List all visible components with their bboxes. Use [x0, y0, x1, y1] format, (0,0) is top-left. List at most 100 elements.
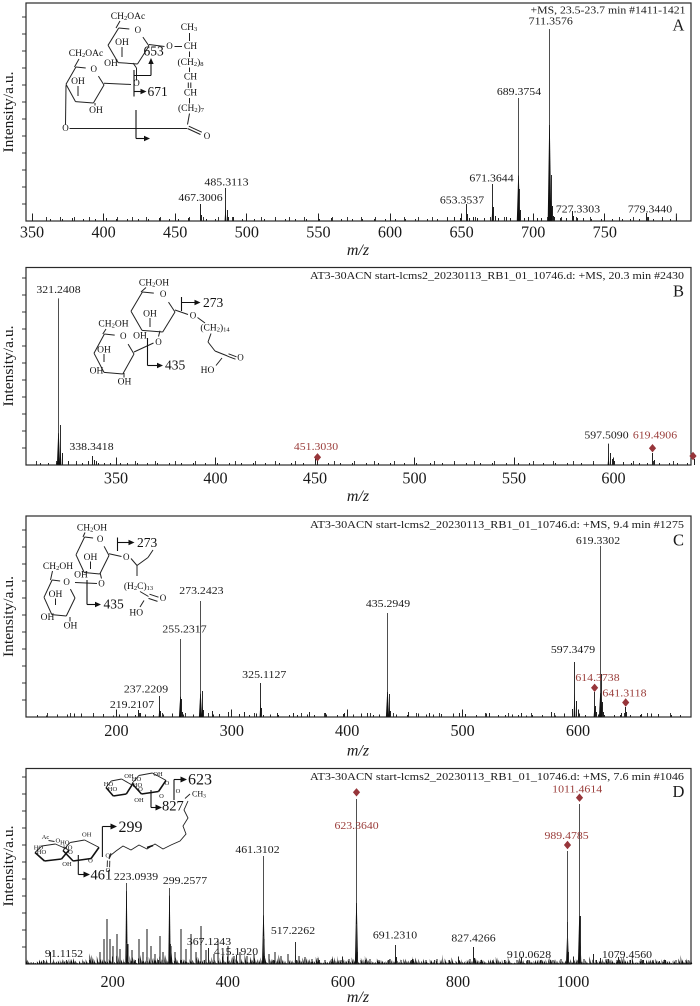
svg-text:827: 827 [162, 799, 184, 815]
svg-text:O: O [88, 858, 93, 865]
svg-text:321.2408: 321.2408 [36, 284, 81, 296]
svg-text:550: 550 [306, 223, 330, 242]
svg-text:400: 400 [203, 469, 227, 488]
svg-text:415.1920: 415.1920 [214, 946, 259, 958]
svg-text:O: O [55, 838, 60, 845]
svg-text:AT3-30ACN start-lcms2_20230113: AT3-30ACN start-lcms2_20230113_RB1_01_10… [310, 270, 685, 282]
svg-text:461.3102: 461.3102 [235, 844, 279, 856]
svg-text:O: O [123, 552, 130, 562]
svg-text:CH2OH: CH2OH [43, 562, 73, 572]
svg-text:550: 550 [502, 469, 526, 488]
svg-text:400: 400 [216, 972, 240, 991]
svg-text:(CH2)14: (CH2)14 [200, 323, 230, 334]
svg-text:O: O [68, 849, 73, 856]
svg-text:O: O [97, 534, 104, 544]
svg-text:O: O [135, 25, 142, 35]
svg-text:435.2949: 435.2949 [366, 598, 411, 610]
svg-text:O: O [90, 64, 97, 74]
svg-text:623: 623 [188, 772, 212, 789]
svg-text:600: 600 [601, 469, 625, 488]
svg-text:OH: OH [143, 310, 157, 320]
svg-text:+MS, 23.5-23.7 min #1411-1421: +MS, 23.5-23.7 min #1411-1421 [531, 5, 686, 17]
svg-text:400: 400 [91, 223, 115, 242]
svg-text:AT3-30ACN start-lcms2_20230113: AT3-30ACN start-lcms2_20230113_RB1_01_10… [310, 519, 685, 531]
svg-text:O: O [62, 123, 69, 133]
svg-text:AT3-30ACN start-lcms2_20230113: AT3-30ACN start-lcms2_20230113_RB1_01_10… [310, 771, 685, 783]
svg-text:689.3754: 689.3754 [497, 86, 542, 98]
svg-text:1000: 1000 [557, 972, 589, 991]
svg-text:O: O [155, 337, 162, 347]
svg-text:HO: HO [201, 366, 215, 376]
svg-text:(CH2)7: (CH2)7 [178, 103, 205, 114]
svg-text:HO: HO [37, 849, 47, 856]
svg-text:450: 450 [163, 223, 187, 242]
svg-text:619.3302: 619.3302 [576, 535, 620, 547]
svg-text:219.2107: 219.2107 [110, 699, 155, 711]
svg-text:299.2577: 299.2577 [163, 875, 208, 887]
svg-text:CH3: CH3 [192, 790, 206, 800]
svg-text:C: C [673, 531, 684, 550]
svg-text:325.1127: 325.1127 [242, 669, 287, 681]
svg-text:597.5090: 597.5090 [584, 430, 629, 442]
svg-text:1079.4560: 1079.4560 [602, 949, 653, 961]
svg-text:400: 400 [335, 721, 359, 740]
svg-text:HO: HO [133, 782, 143, 789]
svg-text:461: 461 [91, 868, 113, 884]
svg-text:O: O [160, 593, 167, 603]
svg-text:HO: HO [104, 781, 114, 788]
svg-text:614.3738: 614.3738 [575, 672, 620, 684]
svg-text:OH: OH [97, 346, 111, 356]
svg-text:HO: HO [132, 776, 142, 783]
svg-text:O: O [190, 311, 197, 321]
svg-text:O: O [176, 788, 181, 795]
svg-text:O: O [160, 289, 167, 299]
svg-text:827.4266: 827.4266 [451, 933, 496, 945]
svg-text:350: 350 [104, 469, 128, 488]
svg-text:O: O [138, 786, 143, 793]
svg-text:OH: OH [89, 106, 103, 116]
svg-text:O: O [106, 867, 111, 874]
svg-text:OH: OH [49, 590, 63, 600]
svg-text:HO: HO [60, 840, 70, 847]
svg-text:OH: OH [134, 797, 144, 804]
svg-text:600: 600 [378, 223, 402, 242]
svg-text:350: 350 [20, 223, 44, 242]
svg-text:OH: OH [82, 832, 92, 839]
svg-text:O: O [63, 577, 70, 587]
svg-text:338.3418: 338.3418 [69, 441, 114, 453]
svg-text:600: 600 [566, 721, 590, 740]
svg-text:273: 273 [203, 295, 224, 310]
svg-text:700: 700 [521, 223, 545, 242]
svg-text:OH: OH [62, 861, 72, 868]
svg-text:A: A [673, 16, 685, 35]
svg-text:CH2OH: CH2OH [139, 279, 169, 289]
svg-text:m/z: m/z [347, 488, 370, 505]
svg-text:237.2209: 237.2209 [124, 684, 169, 696]
svg-text:CH2OH: CH2OH [98, 320, 128, 330]
svg-text:OH: OH [153, 771, 163, 778]
svg-text:691.2310: 691.2310 [373, 929, 418, 941]
svg-text:m/z: m/z [347, 989, 370, 1006]
svg-text:HO: HO [129, 609, 143, 619]
svg-text:CH2OAc: CH2OAc [69, 49, 103, 59]
svg-text:B: B [673, 282, 684, 301]
svg-text:500: 500 [450, 721, 474, 740]
svg-text:597.3479: 597.3479 [551, 644, 596, 656]
svg-text:653.3537: 653.3537 [440, 195, 485, 207]
svg-text:O: O [165, 780, 170, 787]
svg-text:OH: OH [71, 77, 85, 87]
svg-text:641.3118: 641.3118 [602, 688, 647, 700]
svg-text:273: 273 [137, 535, 158, 550]
svg-text:517.2262: 517.2262 [271, 925, 315, 937]
svg-text:(H2C)13: (H2C)13 [124, 581, 153, 592]
svg-text:CH2OAc: CH2OAc [111, 12, 145, 22]
svg-text:O: O [159, 793, 164, 800]
svg-text:OH: OH [115, 38, 129, 48]
svg-text:Intensity/a.u.: Intensity/a.u. [1, 72, 17, 153]
svg-text:O: O [98, 579, 105, 589]
svg-text:255.2317: 255.2317 [162, 624, 207, 636]
svg-text:367.1243: 367.1243 [187, 936, 232, 948]
svg-text:299: 299 [119, 819, 143, 836]
svg-text:OH: OH [124, 773, 134, 780]
svg-text:m/z: m/z [347, 743, 370, 760]
